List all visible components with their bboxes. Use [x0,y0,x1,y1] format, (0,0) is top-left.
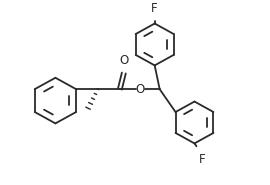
Text: O: O [119,54,129,67]
Text: F: F [199,153,206,166]
Text: O: O [135,83,144,96]
Text: F: F [151,2,158,15]
